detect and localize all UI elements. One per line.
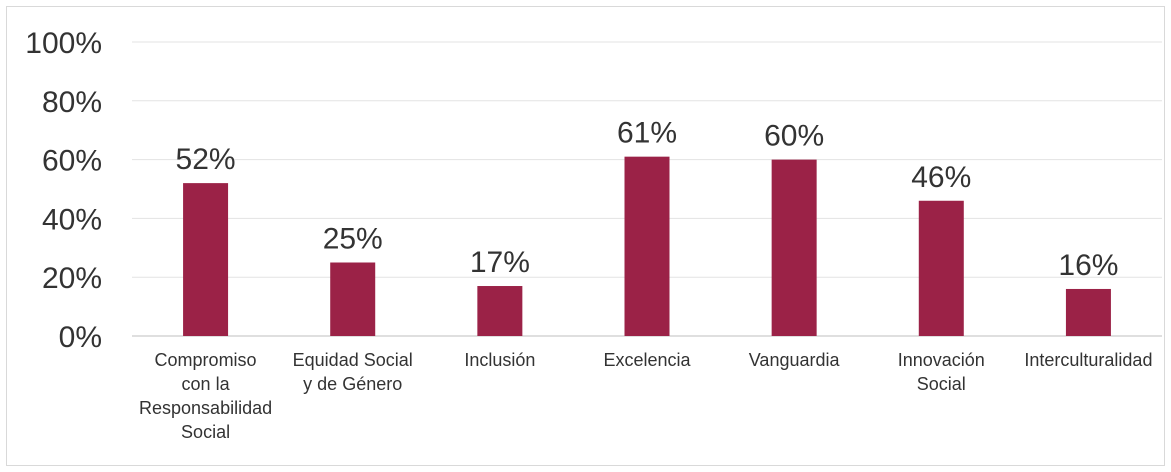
y-tick-label: 80% [42,86,102,119]
x-tick-label: Compromiso con la Responsabilidad Social [139,350,272,442]
data-label: 17% [470,246,530,279]
data-label: 60% [764,120,824,153]
data-label: 52% [176,143,236,176]
data-label: 25% [323,223,383,256]
x-tick-label: Innovación Social [898,350,985,394]
x-tick-label: Excelencia [603,350,691,370]
bar [624,156,670,336]
bar [330,262,376,336]
x-tick-label: Equidad Social y de Género [293,350,413,394]
data-label: 16% [1058,249,1118,282]
x-tick-label: Interculturalidad [1024,350,1152,370]
bar [918,200,964,336]
data-label: 61% [617,117,677,150]
x-tick-label: Inclusión [464,350,535,370]
bar [183,183,229,336]
bar [1065,288,1111,336]
y-tick-label: 40% [42,203,102,236]
data-label: 46% [911,161,971,194]
y-tick-label: 60% [42,145,102,178]
bar [771,159,817,336]
y-tick-label: 20% [42,262,102,295]
y-tick-label: 0% [59,321,102,354]
y-tick-label: 100% [25,27,102,60]
x-tick-label: Vanguardia [749,350,841,370]
bar [477,286,523,336]
